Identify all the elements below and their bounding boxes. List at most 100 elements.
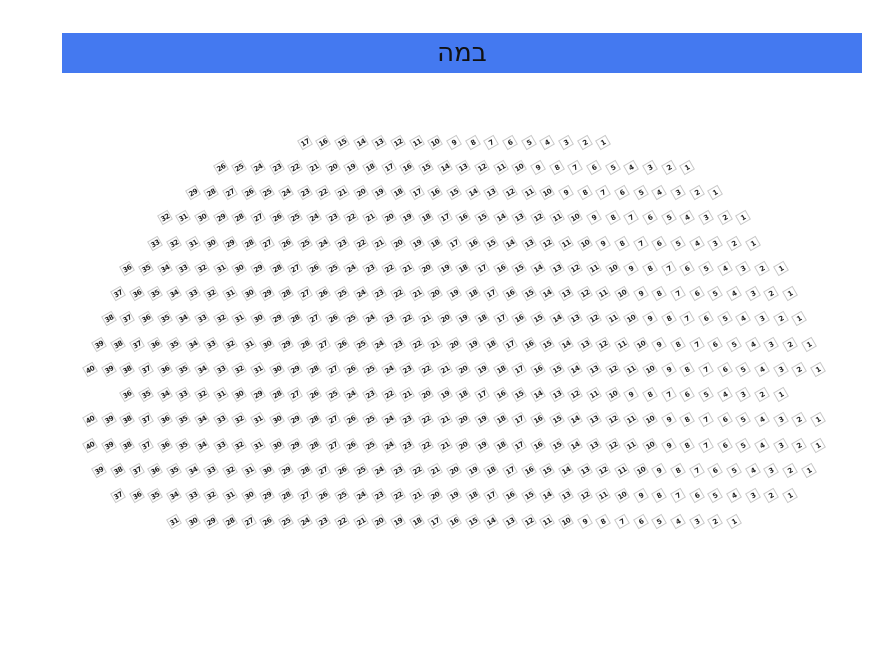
seat-row-4-11[interactable]: 11 <box>548 210 565 226</box>
seat-row-10-22[interactable]: 22 <box>418 361 434 378</box>
seat-row-7-35[interactable]: 35 <box>147 285 164 302</box>
seat-row-14-17[interactable]: 17 <box>502 462 518 479</box>
seat-row-15-37[interactable]: 37 <box>109 488 126 504</box>
seat-row-13-17[interactable]: 17 <box>511 437 528 453</box>
seat-row-4-15[interactable]: 15 <box>474 210 490 226</box>
seat-row-16-10[interactable]: 10 <box>558 513 574 529</box>
seat-row-13-5[interactable]: 5 <box>735 437 752 453</box>
seat-row-2-19[interactable]: 19 <box>343 159 360 176</box>
seat-row-10-19[interactable]: 19 <box>474 361 490 378</box>
seat-row-14-8[interactable]: 8 <box>670 462 686 479</box>
seat-row-5-23[interactable]: 23 <box>334 235 350 251</box>
seat-row-12-16[interactable]: 16 <box>530 412 546 428</box>
seat-row-9-14[interactable]: 14 <box>558 336 574 352</box>
seat-row-2-4[interactable]: 4 <box>623 159 640 176</box>
seat-row-3-4[interactable]: 4 <box>651 184 668 201</box>
seat-row-14-29[interactable]: 29 <box>278 462 294 479</box>
seat-row-16-21[interactable]: 21 <box>352 513 369 529</box>
seat-row-9-8[interactable]: 8 <box>670 336 686 352</box>
seat-row-6-36[interactable]: 36 <box>119 260 136 277</box>
seat-row-3-12[interactable]: 12 <box>502 184 518 201</box>
seat-row-5-10[interactable]: 10 <box>576 235 593 251</box>
seat-row-8-13[interactable]: 13 <box>567 311 584 327</box>
seat-row-8-29[interactable]: 29 <box>268 311 285 327</box>
seat-row-12-6[interactable]: 6 <box>716 412 733 428</box>
seat-row-10-29[interactable]: 29 <box>287 361 304 378</box>
seat-row-6-24[interactable]: 24 <box>343 260 360 277</box>
seat-row-15-24[interactable]: 24 <box>352 488 369 504</box>
seat-row-3-25[interactable]: 25 <box>259 184 276 201</box>
seat-row-16-20[interactable]: 20 <box>371 513 388 529</box>
seat-row-9-35[interactable]: 35 <box>165 336 182 352</box>
seat-row-5-13[interactable]: 13 <box>520 235 537 251</box>
seat-row-8-35[interactable]: 35 <box>156 311 173 327</box>
seat-row-16-27[interactable]: 27 <box>240 513 257 529</box>
seat-row-4-13[interactable]: 13 <box>511 210 528 226</box>
seat-row-11-2[interactable]: 2 <box>754 386 770 403</box>
seat-row-1-6[interactable]: 6 <box>502 134 518 150</box>
seat-row-1-9[interactable]: 9 <box>446 134 462 150</box>
seat-row-16-25[interactable]: 25 <box>278 513 294 529</box>
seat-row-9-30[interactable]: 30 <box>259 336 276 352</box>
seat-row-7-24[interactable]: 24 <box>352 285 369 302</box>
seat-row-16-14[interactable]: 14 <box>483 513 500 529</box>
seat-row-16-8[interactable]: 8 <box>595 513 612 529</box>
seat-row-14-36[interactable]: 36 <box>147 462 164 479</box>
seat-row-10-28[interactable]: 28 <box>306 361 322 378</box>
seat-row-1-3[interactable]: 3 <box>558 134 574 150</box>
seat-row-13-1[interactable]: 1 <box>810 437 827 453</box>
seat-row-9-11[interactable]: 11 <box>614 336 630 352</box>
seat-row-12-1[interactable]: 1 <box>810 412 827 428</box>
seat-row-13-14[interactable]: 14 <box>567 437 584 453</box>
seat-row-2-7[interactable]: 7 <box>567 159 584 176</box>
seat-row-10-14[interactable]: 14 <box>567 361 584 378</box>
seat-row-9-13[interactable]: 13 <box>576 336 593 352</box>
seat-row-2-18[interactable]: 18 <box>362 159 378 176</box>
seat-row-5-18[interactable]: 18 <box>427 235 444 251</box>
seat-row-16-2[interactable]: 2 <box>707 513 724 529</box>
seat-row-16-24[interactable]: 24 <box>296 513 313 529</box>
seat-row-8-23[interactable]: 23 <box>380 311 397 327</box>
seat-row-12-18[interactable]: 18 <box>492 412 509 428</box>
seat-row-9-36[interactable]: 36 <box>147 336 164 352</box>
seat-row-7-19[interactable]: 19 <box>446 285 462 302</box>
seat-row-13-19[interactable]: 19 <box>474 437 490 453</box>
seat-row-14-34[interactable]: 34 <box>184 462 201 479</box>
seat-row-13-25[interactable]: 25 <box>362 437 378 453</box>
seat-row-8-28[interactable]: 28 <box>287 311 304 327</box>
seat-row-14-4[interactable]: 4 <box>744 462 761 479</box>
seat-row-7-8[interactable]: 8 <box>651 285 668 302</box>
seat-row-7-28[interactable]: 28 <box>278 285 294 302</box>
seat-row-1-14[interactable]: 14 <box>352 134 369 150</box>
seat-row-6-4[interactable]: 4 <box>716 260 733 277</box>
seat-row-9-26[interactable]: 26 <box>334 336 350 352</box>
seat-row-2-1[interactable]: 1 <box>679 159 696 176</box>
seat-row-4-17[interactable]: 17 <box>436 210 453 226</box>
seat-row-13-3[interactable]: 3 <box>772 437 789 453</box>
seat-row-14-11[interactable]: 11 <box>614 462 630 479</box>
seat-row-12-2[interactable]: 2 <box>791 412 808 428</box>
seat-row-8-16[interactable]: 16 <box>511 311 528 327</box>
seat-row-10-2[interactable]: 2 <box>791 361 808 378</box>
seat-row-12-28[interactable]: 28 <box>306 412 322 428</box>
seat-row-6-1[interactable]: 1 <box>772 260 789 277</box>
seat-row-11-10[interactable]: 10 <box>604 386 621 403</box>
seat-row-12-26[interactable]: 26 <box>343 412 360 428</box>
seat-row-11-25[interactable]: 25 <box>324 386 341 403</box>
seat-row-9-16[interactable]: 16 <box>520 336 537 352</box>
seat-row-7-33[interactable]: 33 <box>184 285 201 302</box>
seat-row-15-35[interactable]: 35 <box>147 488 164 504</box>
seat-row-11-7[interactable]: 7 <box>660 386 677 403</box>
seat-row-8-19[interactable]: 19 <box>455 311 472 327</box>
seat-row-8-24[interactable]: 24 <box>362 311 378 327</box>
seat-row-13-37[interactable]: 37 <box>137 437 154 453</box>
seat-row-4-4[interactable]: 4 <box>679 210 696 226</box>
seat-row-8-36[interactable]: 36 <box>137 311 154 327</box>
seat-row-11-16[interactable]: 16 <box>492 386 509 403</box>
seat-row-14-32[interactable]: 32 <box>222 462 238 479</box>
seat-row-11-20[interactable]: 20 <box>418 386 434 403</box>
seat-row-6-12[interactable]: 12 <box>567 260 584 277</box>
seat-row-9-34[interactable]: 34 <box>184 336 201 352</box>
seat-row-3-14[interactable]: 14 <box>464 184 481 201</box>
seat-row-9-15[interactable]: 15 <box>539 336 556 352</box>
